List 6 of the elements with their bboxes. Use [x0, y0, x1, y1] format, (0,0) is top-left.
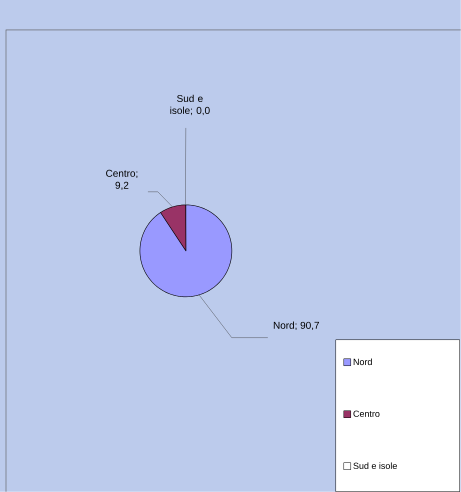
legend-label: Nord [354, 358, 372, 366]
legend-label: Centro [353, 410, 380, 417]
data-label: Nord; 90,7 [274, 322, 320, 330]
text: Sud e isole; 0,0 [170, 94, 210, 116]
legend-label: Sud e isole [353, 462, 397, 470]
data-label: Centro; 9,2 [106, 170, 138, 190]
